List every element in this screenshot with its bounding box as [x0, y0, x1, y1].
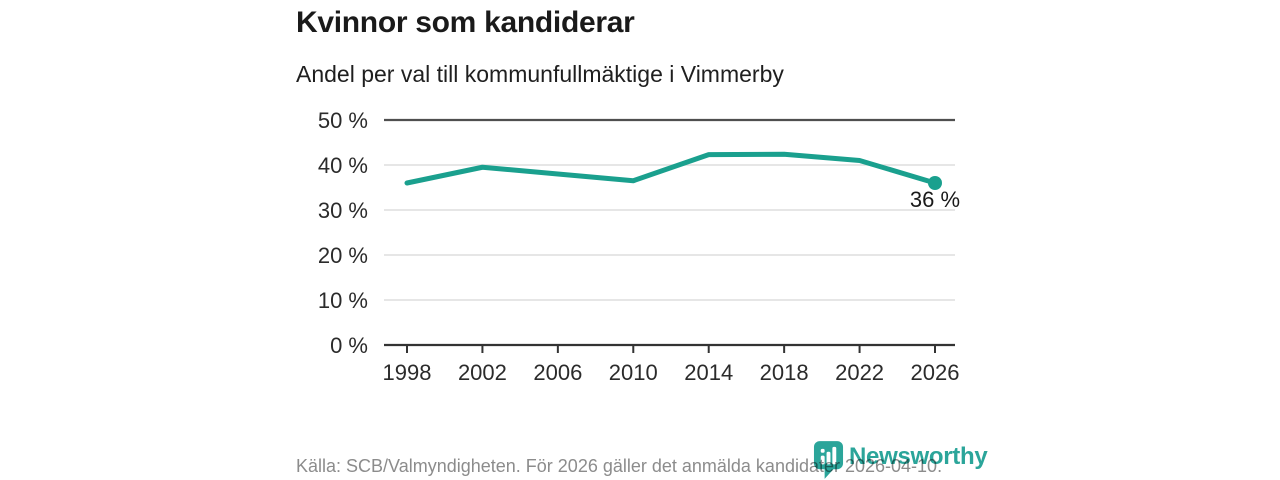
end-value-label: 36 %	[910, 187, 960, 212]
x-axis-label: 2014	[684, 360, 733, 385]
x-axis-label: 2010	[609, 360, 658, 385]
newsworthy-logo-text: Newsworthy	[849, 443, 988, 470]
bar-chart-pin-icon	[813, 441, 844, 479]
x-axis-label: 2018	[760, 360, 809, 385]
x-axis-label: 1998	[383, 360, 432, 385]
y-axis-label: 40 %	[318, 153, 368, 178]
source-note: Källa: SCB/Valmyndigheten. För 2026 gäll…	[296, 456, 943, 476]
x-axis-label: 2022	[835, 360, 884, 385]
chart-subtitle: Andel per val till kommunfullmäktige i V…	[296, 61, 784, 87]
end-point-dot	[928, 176, 942, 190]
x-axis-label: 2006	[533, 360, 582, 385]
newsworthy-logo: Newsworthy	[813, 440, 988, 479]
y-axis-label: 50 %	[318, 108, 368, 133]
y-axis-label: 30 %	[318, 198, 368, 223]
y-axis-label: 0 %	[330, 333, 368, 358]
chart-title: Kvinnor som kandiderar	[296, 6, 635, 39]
x-axis-label: 2002	[458, 360, 507, 385]
trend-line	[404, 151, 938, 186]
y-axis-label: 20 %	[318, 243, 368, 268]
y-axis-label: 10 %	[318, 288, 368, 313]
x-axis-label: 2026	[911, 360, 960, 385]
